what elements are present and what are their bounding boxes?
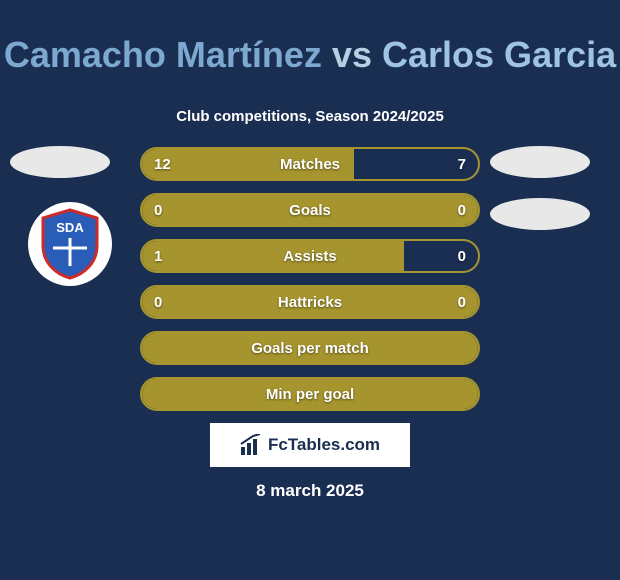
stat-row-min-per-goal: Min per goal — [140, 377, 480, 411]
stat-value-right: 0 — [458, 287, 466, 317]
svg-text:SDA: SDA — [56, 220, 84, 235]
date-text: 8 march 2025 — [0, 467, 620, 501]
stat-label: Assists — [142, 241, 478, 271]
player-b-placeholder-oval-1 — [490, 146, 590, 178]
stat-value-left: 12 — [154, 149, 171, 179]
player-b-name: Carlos Garcia — [382, 34, 616, 75]
brand-badge: FcTables.com — [210, 423, 410, 467]
stat-row-assists: Assists1 0 — [140, 239, 480, 273]
shield-icon: SDA — [39, 208, 101, 280]
player-b-placeholder-oval-2 — [490, 198, 590, 230]
stat-label: Goals per match — [142, 333, 478, 363]
club-badge: SDA — [28, 202, 112, 286]
vs-text: vs — [332, 34, 372, 75]
stat-row-goals: Goals0 0 — [140, 193, 480, 227]
stat-row-hattricks: Hattricks0 0 — [140, 285, 480, 319]
stat-label: Matches — [142, 149, 478, 179]
player-a-name: Camacho Martínez — [4, 34, 322, 75]
chart-icon — [240, 434, 262, 456]
page-title: Camacho Martínez vs Carlos Garcia — [0, 24, 620, 76]
brand-text: FcTables.com — [268, 435, 380, 455]
player-a-placeholder-oval — [10, 146, 110, 178]
stat-row-matches: Matches12 7 — [140, 147, 480, 181]
stat-row-goals-per-match: Goals per match — [140, 331, 480, 365]
stat-value-right: 0 — [458, 241, 466, 271]
stat-value-right: 7 — [458, 149, 466, 179]
stat-value-left: 1 — [154, 241, 162, 271]
stat-value-right: 0 — [458, 195, 466, 225]
stat-label: Min per goal — [142, 379, 478, 409]
stats-container: Matches127Goals00Assists10Hattricks00Goa… — [140, 147, 480, 411]
subtitle: Club competitions, Season 2024/2025 — [0, 100, 620, 147]
stat-value-left: 0 — [154, 195, 162, 225]
stat-value-left: 0 — [154, 287, 162, 317]
stat-label: Hattricks — [142, 287, 478, 317]
stat-label: Goals — [142, 195, 478, 225]
